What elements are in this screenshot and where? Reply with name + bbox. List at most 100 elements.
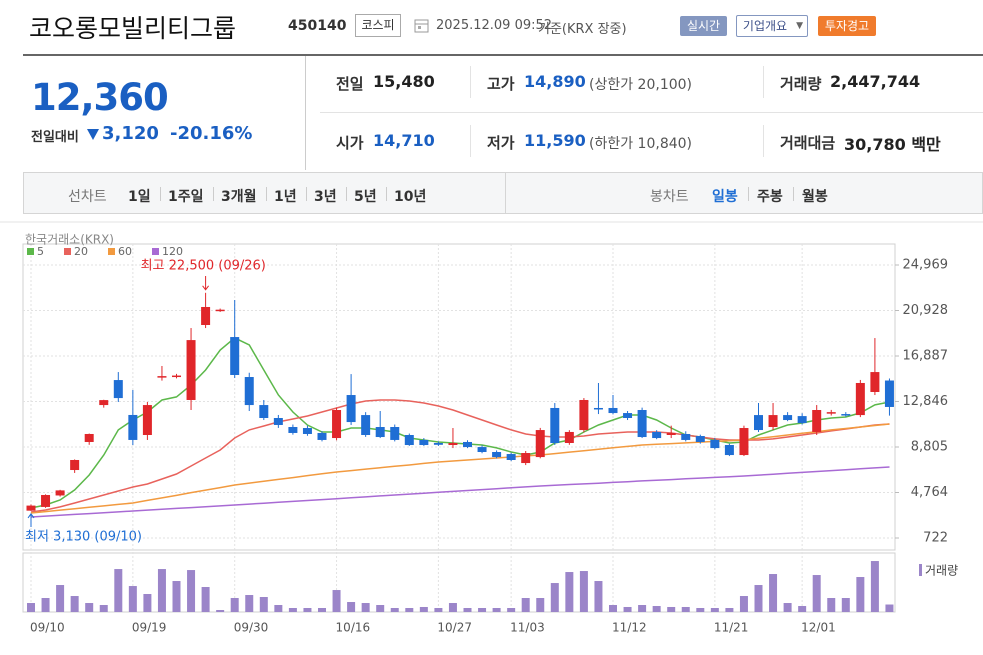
volume-bar — [85, 603, 94, 612]
volume-bar — [376, 605, 385, 612]
legend-label: 60 — [118, 245, 132, 258]
period-tab[interactable]: 1년 — [274, 189, 297, 205]
candle-body — [433, 442, 443, 445]
divider — [470, 66, 471, 98]
price-panel — [22, 243, 896, 551]
legend-label: 20 — [74, 245, 88, 258]
period-tab[interactable]: 5년 — [354, 189, 377, 205]
candle-body — [302, 428, 312, 434]
legend-label: 거래량 — [925, 564, 958, 578]
volume-bar — [565, 572, 574, 612]
candle-body — [142, 405, 152, 436]
datetime: 2025.12.09 09:52 — [436, 18, 553, 33]
realtime-button[interactable]: 실시간 — [680, 16, 727, 36]
candle-body — [841, 414, 851, 416]
volume-bar — [841, 598, 850, 612]
calendar-icon — [414, 19, 429, 33]
period-tab[interactable]: 10년 — [394, 189, 427, 205]
volume-bar — [550, 583, 559, 612]
legend-swatch — [152, 248, 159, 255]
candle-tab[interactable]: 주봉 — [757, 189, 783, 205]
candle-body — [26, 505, 36, 511]
candle-tab[interactable]: 월봉 — [802, 189, 828, 205]
volume-bar — [56, 585, 65, 612]
divider — [320, 112, 983, 113]
warning-badge[interactable]: 투자경고 — [818, 16, 876, 36]
candle-body — [535, 430, 545, 458]
candle-body — [608, 407, 618, 414]
volume-bar — [41, 598, 50, 612]
separator — [306, 187, 307, 201]
candle-body — [681, 433, 691, 440]
change-rate: -20.16% — [170, 123, 253, 144]
stat-value: 30,780 백만 — [844, 135, 941, 154]
period-tab[interactable]: 1일 — [128, 189, 151, 205]
candle-body — [826, 412, 836, 414]
separator — [213, 187, 214, 201]
candle-body — [390, 427, 400, 440]
candle-body — [710, 439, 720, 449]
stat-value: 15,480 — [373, 72, 435, 91]
candle-body — [564, 431, 574, 443]
period-tab[interactable]: 1주일 — [168, 189, 204, 205]
candle-body — [550, 407, 560, 443]
stat-label: 고가 — [487, 75, 515, 93]
candle-body — [724, 445, 734, 456]
period-tab[interactable]: 3개월 — [221, 189, 257, 205]
separator — [386, 187, 387, 201]
stat-label: 거래대금 — [780, 134, 836, 152]
volume-bar — [114, 569, 123, 612]
candle-body — [812, 410, 822, 432]
candle-body — [259, 405, 269, 419]
period-tab[interactable]: 3년 — [314, 189, 337, 205]
basis: 기준(KRX 장중) — [538, 22, 627, 37]
divider — [763, 66, 764, 98]
candle-body — [41, 495, 51, 507]
candle-body — [99, 400, 109, 406]
candle-tab[interactable]: 일봉 — [712, 189, 738, 205]
separator — [346, 187, 347, 201]
y-tick-label: 4,764 — [911, 485, 948, 500]
annotation: 최저 3,130 (09/10) — [25, 530, 142, 545]
volume-bar — [201, 587, 210, 612]
x-tick-label: 11/03 — [510, 621, 545, 635]
stock-name: 코오롱모빌리티그룹 — [29, 14, 237, 43]
y-tick-label: 12,846 — [903, 394, 949, 409]
stat-extra: (하한가 10,840) — [589, 136, 693, 152]
volume-bar — [827, 598, 836, 612]
stat-extra: (상한가 20,100) — [589, 77, 693, 93]
candle-body — [172, 375, 181, 378]
stat-value: 2,447,744 — [830, 72, 921, 91]
volume-bar — [856, 577, 865, 612]
candle-body — [666, 432, 676, 436]
source: 한국거래소(KRX) — [25, 233, 114, 247]
candle-body — [448, 442, 458, 446]
candle-body — [186, 340, 196, 400]
volume-bar — [419, 606, 428, 612]
volume-bar — [274, 605, 283, 612]
divider — [470, 125, 471, 157]
y-tick-label: 722 — [923, 531, 948, 546]
candle-body — [361, 415, 371, 436]
volume-bar — [259, 596, 268, 612]
price: 12,360 — [31, 76, 169, 119]
dropdown-icon: ▼ — [796, 21, 803, 31]
volume-bar — [361, 603, 370, 612]
volume-bar — [769, 574, 778, 612]
y-tick-label: 20,928 — [903, 303, 949, 318]
candle-body — [783, 415, 793, 421]
legend-swatch — [919, 564, 922, 576]
candle-body — [230, 337, 240, 375]
volume-bar — [870, 561, 879, 612]
volume-bar — [172, 581, 181, 612]
candle-body — [652, 431, 662, 439]
company-button[interactable]: 기업개요 ▼ — [736, 15, 808, 37]
candle-body — [754, 415, 763, 431]
candle-body — [870, 372, 880, 392]
candle-body — [419, 439, 429, 446]
volume-bar — [579, 571, 588, 612]
stat-label: 전일 — [336, 75, 364, 93]
volume-bar — [143, 594, 152, 612]
